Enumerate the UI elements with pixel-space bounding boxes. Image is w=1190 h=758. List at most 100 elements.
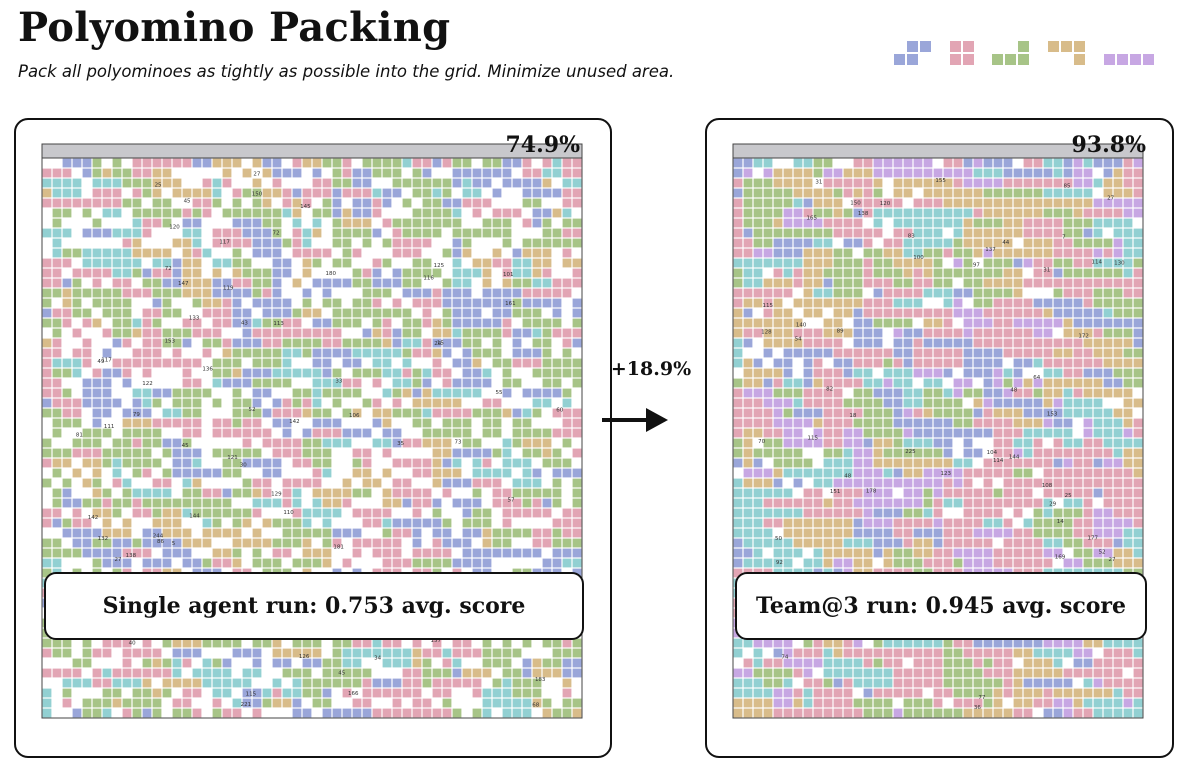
svg-text:125: 125 [434, 263, 445, 269]
svg-text:115: 115 [763, 303, 774, 309]
svg-text:45: 45 [338, 671, 345, 677]
svg-text:115: 115 [807, 436, 818, 442]
green-polyomino-icon [992, 41, 1029, 65]
team-panel: 7411515544824817815013830128140225833164… [705, 118, 1174, 758]
svg-text:48: 48 [844, 473, 851, 479]
svg-text:145: 145 [300, 204, 311, 210]
tan-polyomino-icon [1048, 41, 1085, 65]
improvement-label: +18.9% [610, 358, 692, 380]
page-subtitle: Pack all polyominoes as tightly as possi… [18, 62, 675, 81]
blue-polyomino-icon [894, 41, 931, 65]
svg-text:45: 45 [184, 199, 191, 205]
svg-text:50: 50 [775, 536, 782, 542]
team-grid: 7411515544824817815013830128140225833164… [732, 143, 1144, 719]
svg-text:153: 153 [165, 339, 176, 345]
svg-text:123: 123 [940, 471, 951, 477]
svg-text:40: 40 [129, 640, 136, 646]
single-agent-caption: Single agent run: 0.753 avg. score [44, 572, 584, 640]
svg-text:132: 132 [98, 536, 109, 542]
svg-text:74: 74 [781, 654, 788, 660]
svg-text:144: 144 [1009, 454, 1020, 460]
svg-text:64: 64 [1033, 375, 1040, 381]
svg-text:126: 126 [299, 654, 310, 660]
svg-text:113: 113 [273, 321, 284, 327]
svg-text:140: 140 [796, 322, 807, 328]
single-agent-grid: 2433166133721221805711611312949156452245… [41, 143, 583, 719]
svg-text:85: 85 [1064, 184, 1071, 190]
svg-text:116: 116 [423, 275, 434, 281]
svg-text:92: 92 [776, 560, 783, 566]
svg-text:52: 52 [248, 407, 255, 413]
svg-text:165: 165 [806, 215, 817, 221]
svg-text:138: 138 [126, 553, 137, 559]
svg-text:178: 178 [866, 488, 877, 494]
svg-text:147: 147 [178, 281, 189, 287]
svg-text:137: 137 [985, 247, 996, 253]
svg-text:225: 225 [905, 449, 916, 455]
svg-text:119: 119 [223, 286, 234, 292]
svg-text:108: 108 [1042, 483, 1053, 489]
svg-text:120: 120 [169, 224, 180, 230]
svg-text:150: 150 [252, 192, 263, 198]
svg-text:155: 155 [935, 178, 946, 184]
svg-text:169: 169 [1055, 555, 1066, 561]
svg-text:114: 114 [1091, 260, 1102, 266]
svg-text:25: 25 [1065, 493, 1072, 499]
svg-text:128: 128 [761, 330, 772, 336]
svg-text:120: 120 [880, 201, 891, 207]
svg-text:7: 7 [1062, 235, 1066, 241]
svg-text:121: 121 [227, 455, 238, 461]
svg-text:142: 142 [289, 419, 300, 425]
svg-text:57: 57 [507, 498, 514, 504]
svg-text:172: 172 [1078, 334, 1089, 340]
svg-text:70: 70 [758, 439, 765, 445]
single-agent-panel: 2433166133721221805711611312949156452245… [14, 118, 612, 758]
svg-text:31: 31 [1043, 268, 1050, 274]
svg-text:43: 43 [241, 320, 248, 326]
svg-text:117: 117 [101, 357, 112, 363]
svg-text:115: 115 [246, 691, 257, 697]
svg-text:180: 180 [326, 271, 337, 277]
svg-text:73: 73 [454, 439, 461, 445]
svg-text:15: 15 [437, 340, 444, 346]
svg-text:86: 86 [157, 539, 164, 545]
svg-text:29: 29 [1049, 502, 1056, 508]
svg-text:110: 110 [283, 510, 294, 516]
svg-text:111: 111 [104, 424, 115, 430]
team-caption: Team@3 run: 0.945 avg. score [735, 572, 1147, 640]
svg-text:106: 106 [349, 413, 360, 419]
svg-text:100: 100 [913, 255, 924, 261]
svg-text:129: 129 [271, 491, 282, 497]
svg-text:97: 97 [973, 262, 980, 268]
team-fill-percent: 93.8% [1071, 132, 1147, 158]
svg-text:157: 157 [431, 638, 442, 644]
svg-text:34: 34 [374, 655, 381, 661]
svg-text:44: 44 [1002, 240, 1009, 246]
svg-text:48: 48 [1010, 387, 1017, 393]
svg-text:117: 117 [219, 240, 230, 246]
svg-text:151: 151 [830, 489, 841, 495]
svg-text:5: 5 [172, 541, 176, 547]
svg-text:153: 153 [1047, 412, 1058, 418]
svg-text:27: 27 [253, 172, 260, 178]
svg-text:24: 24 [434, 341, 441, 347]
svg-text:30: 30 [240, 463, 247, 469]
svg-text:181: 181 [333, 545, 344, 551]
single-agent-fill-percent: 74.9% [505, 132, 581, 158]
svg-text:27: 27 [1107, 195, 1114, 201]
purple-polyomino-icon [1104, 54, 1154, 65]
svg-text:83: 83 [908, 234, 915, 240]
svg-text:14: 14 [1057, 519, 1064, 525]
svg-text:72: 72 [272, 231, 279, 237]
svg-text:114: 114 [993, 458, 1004, 464]
svg-text:133: 133 [189, 315, 200, 321]
svg-text:77: 77 [978, 695, 985, 701]
svg-text:55: 55 [495, 390, 502, 396]
svg-text:60: 60 [556, 407, 563, 413]
pink-polyomino-icon [950, 41, 974, 65]
svg-text:89: 89 [837, 329, 844, 335]
svg-text:27: 27 [114, 557, 121, 563]
svg-text:138: 138 [858, 211, 869, 217]
svg-text:54: 54 [795, 336, 802, 342]
svg-text:31: 31 [815, 179, 822, 185]
